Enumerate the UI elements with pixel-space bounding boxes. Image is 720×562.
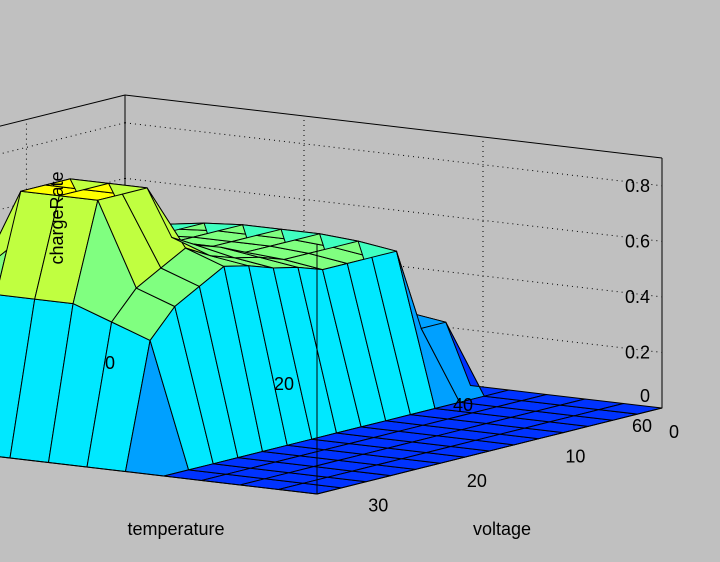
tick-label: 20 bbox=[467, 471, 487, 491]
tick-label: 60 bbox=[632, 416, 652, 436]
axes-ticks: 0 0.2 0.4 0.6 0.8 0 20 40 60 0 10 20 30 bbox=[105, 176, 679, 516]
box-edge bbox=[0, 94, 126, 127]
tick-label: 40 bbox=[453, 395, 473, 415]
box-edge bbox=[316, 407, 663, 495]
tick-label: 0 bbox=[105, 353, 115, 373]
tick-label: 10 bbox=[565, 447, 585, 467]
tick-label: 0 bbox=[669, 422, 679, 442]
tick-label: 0.6 bbox=[625, 231, 650, 251]
grid-line bbox=[124, 177, 663, 242]
z-axis-label: chargeRate bbox=[47, 171, 67, 264]
surface-mesh bbox=[0, 178, 663, 495]
box-edge bbox=[124, 94, 663, 159]
box-edge bbox=[0, 456, 318, 495]
tick-label: 0.2 bbox=[625, 342, 650, 362]
y-axis-label: temperature bbox=[127, 519, 224, 539]
axes-box-front bbox=[0, 244, 663, 495]
tick-label: 0 bbox=[640, 386, 650, 406]
tick-label: 20 bbox=[274, 374, 294, 394]
tick-label: 0.8 bbox=[625, 176, 650, 196]
x-axis-label: voltage bbox=[473, 519, 531, 539]
tick-label: 30 bbox=[368, 496, 388, 516]
tick-label: 0.4 bbox=[625, 287, 650, 307]
grid-line bbox=[124, 122, 663, 187]
